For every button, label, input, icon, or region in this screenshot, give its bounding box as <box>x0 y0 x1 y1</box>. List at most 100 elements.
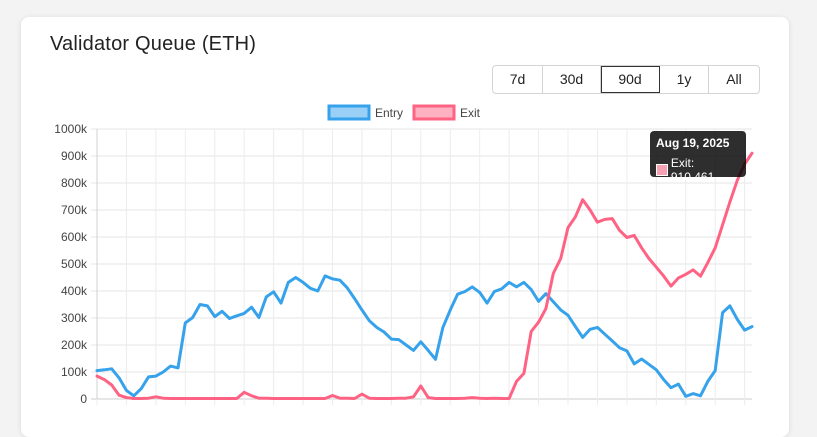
data-point-exit <box>125 396 128 399</box>
data-point-entry <box>625 349 629 353</box>
y-tick-label: 500k <box>61 257 88 271</box>
data-point-entry <box>618 346 621 349</box>
data-point-entry <box>500 287 503 291</box>
data-point-entry <box>750 325 754 328</box>
y-tick-label: 100k <box>61 365 88 379</box>
data-point-exit <box>449 397 452 400</box>
data-point-entry <box>559 308 562 312</box>
data-point-exit <box>213 397 216 400</box>
data-point-entry <box>397 338 400 341</box>
data-point-exit <box>714 246 717 249</box>
data-point-entry <box>485 301 489 305</box>
data-point-entry <box>95 369 99 372</box>
data-point-exit <box>368 396 371 400</box>
data-point-entry <box>250 306 253 309</box>
data-point-entry <box>346 286 349 289</box>
time-range-selector: 7d 30d 90d 1y All <box>492 65 760 94</box>
data-point-exit <box>515 380 518 383</box>
data-point-exit <box>228 397 231 400</box>
legend-swatch-exit <box>412 104 456 121</box>
data-point-entry <box>176 366 180 370</box>
data-point-entry <box>706 380 710 383</box>
data-point-entry <box>287 281 290 284</box>
data-point-entry <box>493 290 496 293</box>
data-point-exit <box>566 226 570 229</box>
data-point-entry <box>390 337 393 341</box>
range-button-7d[interactable]: 7d <box>493 66 543 93</box>
data-point-exit <box>662 274 665 278</box>
data-point-exit <box>684 273 687 276</box>
data-point-exit <box>147 396 150 400</box>
range-button-30d[interactable]: 30d <box>543 66 601 93</box>
data-point-entry <box>522 281 526 284</box>
data-point-entry <box>220 310 224 313</box>
data-point-exit <box>220 397 224 400</box>
data-point-exit <box>493 396 496 400</box>
data-point-exit <box>618 229 621 232</box>
data-point-entry <box>655 368 658 372</box>
data-point-entry <box>404 343 408 347</box>
y-tick-label: 400k <box>61 284 88 298</box>
data-point-exit <box>412 395 415 399</box>
range-button-all[interactable]: All <box>726 71 742 87</box>
data-point-entry <box>507 281 511 284</box>
data-point-entry <box>272 290 275 294</box>
data-point-exit <box>390 397 393 400</box>
data-point-exit <box>647 257 651 260</box>
data-point-exit <box>191 397 194 400</box>
data-point-exit <box>184 397 187 400</box>
legend-label-entry: Entry <box>375 106 403 120</box>
data-point-exit <box>721 223 724 227</box>
data-point-exit <box>456 397 459 400</box>
y-tick-label: 900k <box>61 149 88 163</box>
data-point-entry <box>338 279 342 282</box>
data-point-entry <box>162 370 165 374</box>
data-point-entry <box>132 394 135 397</box>
data-point-exit <box>323 397 327 400</box>
data-point-entry <box>316 289 319 293</box>
data-point-entry <box>301 281 305 284</box>
data-point-entry <box>736 318 739 321</box>
data-point-exit <box>596 220 599 224</box>
data-point-entry <box>110 367 113 370</box>
data-point-entry <box>684 395 687 398</box>
data-point-entry <box>537 300 540 303</box>
data-point-exit <box>294 397 297 400</box>
data-point-exit <box>633 234 636 237</box>
data-point-entry <box>147 375 150 379</box>
data-point-entry <box>228 317 231 320</box>
data-point-entry <box>309 287 312 290</box>
data-point-exit <box>316 397 319 400</box>
range-button-90d[interactable]: 90d <box>601 66 660 93</box>
data-point-entry <box>603 333 607 336</box>
data-point-exit <box>544 307 548 310</box>
data-point-exit <box>655 266 658 269</box>
series-line-entry <box>95 274 754 398</box>
legend-label-exit: Exit <box>460 106 481 120</box>
range-button-1y[interactable]: 1y <box>660 66 709 93</box>
data-point-entry <box>530 288 533 291</box>
data-point-exit <box>471 396 474 399</box>
data-point-exit <box>265 396 268 400</box>
data-point-exit <box>441 397 445 400</box>
data-point-exit <box>581 198 584 201</box>
y-tick-label: 1000k <box>54 122 88 136</box>
data-point-entry <box>714 369 717 372</box>
data-point-entry <box>191 316 194 319</box>
data-point-exit <box>625 236 629 239</box>
data-point-exit <box>346 396 349 400</box>
data-point-exit <box>463 396 467 400</box>
data-point-entry <box>588 328 592 331</box>
data-point-entry <box>117 376 121 380</box>
data-point-exit <box>242 391 246 394</box>
data-point-entry <box>728 304 732 308</box>
data-point-entry <box>279 301 283 305</box>
data-point-entry <box>265 295 268 299</box>
data-point-entry <box>552 300 555 303</box>
data-point-entry <box>478 291 481 294</box>
data-point-entry <box>721 311 724 314</box>
data-point-entry <box>662 378 665 381</box>
data-point-entry <box>677 382 680 386</box>
data-point-entry <box>382 330 386 334</box>
data-point-exit <box>338 396 342 400</box>
